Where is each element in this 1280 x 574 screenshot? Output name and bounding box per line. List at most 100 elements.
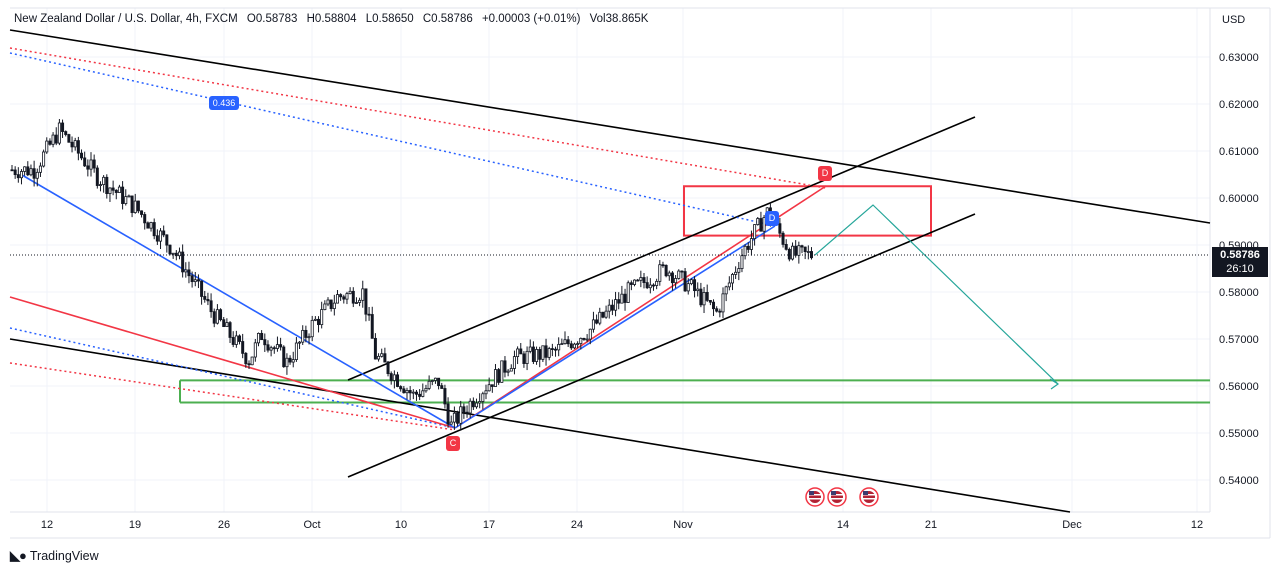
candle-body — [294, 342, 298, 360]
candle-body — [566, 339, 570, 345]
currency-label[interactable]: USD — [1222, 14, 1246, 26]
candle-body — [493, 369, 497, 387]
flag-canton — [863, 491, 868, 495]
candle-body — [629, 282, 633, 285]
time-tick-label: Oct — [303, 519, 320, 531]
candle-body — [696, 288, 700, 292]
candle-body — [263, 339, 267, 346]
candle-body — [345, 293, 349, 300]
candle-body — [481, 393, 485, 402]
candle-body — [152, 222, 156, 237]
candle-body — [620, 293, 624, 304]
candle-body — [392, 374, 396, 381]
candle-body — [121, 186, 125, 204]
candle-body — [73, 140, 77, 148]
candle-body — [683, 271, 687, 292]
candle-body — [38, 165, 42, 173]
tradingview-logo[interactable]: ◣● TradingView — [10, 548, 99, 564]
last-price-tag: 0.58786 26:10 — [1212, 247, 1268, 277]
candle-body — [585, 338, 589, 341]
tradingview-logo-text: TradingView — [29, 549, 99, 563]
candle-body — [51, 134, 55, 145]
symbol-title[interactable]: New Zealand Dollar / U.S. Dollar, 4h, FX… — [14, 13, 238, 25]
candle-body — [579, 337, 583, 344]
candle-body — [323, 303, 327, 310]
ohlc-low: L0.58650 — [365, 13, 414, 25]
candle-body — [667, 272, 671, 277]
candle-body — [686, 283, 690, 292]
candle-body — [670, 272, 674, 284]
time-tick-label: 14 — [837, 519, 849, 531]
candle-body — [563, 339, 567, 345]
candle-body — [478, 401, 482, 404]
candle-body — [354, 302, 358, 304]
candle-body — [332, 302, 336, 309]
pattern-point-c[interactable]: C — [446, 436, 460, 451]
candle-body — [781, 232, 785, 245]
candle-body — [408, 390, 412, 394]
candle-body — [756, 218, 760, 225]
candle-body — [361, 288, 365, 301]
candle-body — [664, 264, 668, 277]
time-tick-label: 17 — [483, 519, 495, 531]
candle-body — [503, 360, 507, 373]
time-tick-label: 10 — [395, 519, 407, 531]
candle-body — [386, 361, 390, 374]
us-event-flag-icon — [805, 487, 825, 507]
candle-body — [247, 363, 251, 366]
candle-body — [389, 373, 393, 381]
candle-body — [92, 159, 96, 169]
candle-body — [320, 309, 324, 326]
candle-body — [70, 141, 74, 148]
candle-body — [98, 184, 102, 186]
candle-body — [140, 210, 144, 215]
candle-body — [427, 380, 431, 389]
candle-body — [525, 350, 529, 364]
candle-body — [651, 284, 655, 287]
candle-body — [648, 284, 652, 289]
candle-body — [67, 134, 71, 143]
candle-body — [576, 343, 580, 345]
volume-value: Vol38.865K — [589, 13, 649, 25]
time-tick-label: 26 — [218, 519, 230, 531]
candle-body — [190, 275, 194, 283]
candle-body — [348, 290, 352, 295]
candle-body — [544, 345, 548, 358]
flag-canton — [831, 491, 836, 495]
candle-body — [734, 271, 738, 275]
candle-body — [430, 380, 434, 382]
candle-body — [130, 195, 134, 213]
candle-body — [307, 336, 311, 339]
candle-body — [465, 411, 469, 414]
grid-lines — [10, 8, 1210, 512]
candle-body — [42, 151, 46, 167]
pattern-point-d-blue[interactable]: D — [765, 211, 779, 226]
ascending-channel-bottom — [347, 213, 976, 478]
candle-body — [554, 348, 558, 351]
candle-body — [746, 245, 750, 250]
candle-body — [162, 230, 166, 236]
projection-arrowhead — [1049, 378, 1060, 390]
pattern-point-d[interactable]: D — [818, 166, 832, 181]
candle-body — [535, 349, 539, 362]
candle-body — [304, 329, 308, 338]
candle-body — [636, 279, 640, 282]
flag-stripe — [863, 494, 875, 496]
candle-body — [165, 234, 169, 246]
candle-body — [396, 374, 400, 387]
candle-body — [19, 171, 23, 179]
candle-body — [105, 176, 109, 195]
fib-level-badge[interactable]: 0.436 — [209, 96, 239, 110]
flag-stripe — [809, 498, 821, 500]
candle-body — [809, 251, 813, 259]
candle-body — [272, 347, 276, 350]
candle-body — [48, 140, 52, 145]
candle-body — [215, 309, 219, 324]
candle-body — [550, 348, 554, 350]
candle-body — [275, 344, 279, 349]
ohlc-high: H0.58804 — [306, 13, 357, 25]
candle-body — [76, 140, 80, 154]
last-price-value: 0.58786 — [1220, 249, 1260, 261]
candle-body — [598, 311, 602, 324]
